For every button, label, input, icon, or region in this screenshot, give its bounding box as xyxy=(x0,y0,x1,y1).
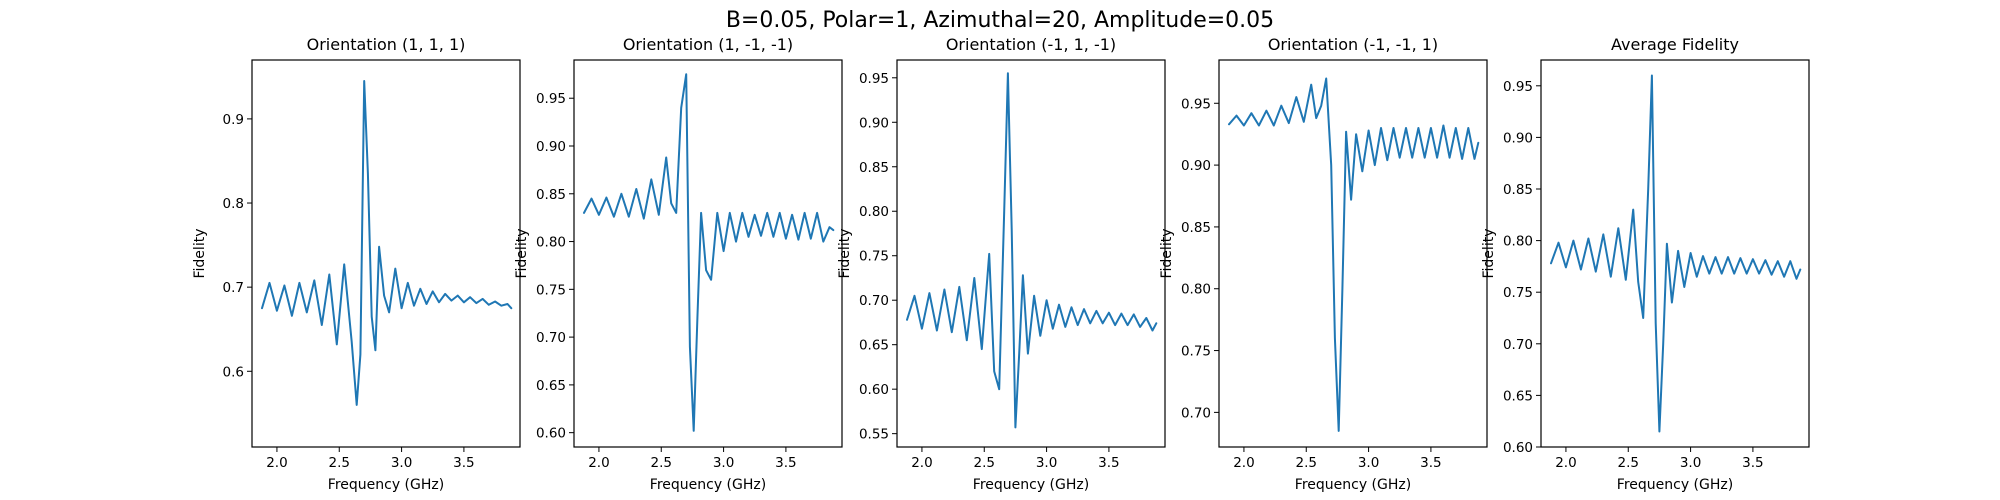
y-tick-label: 0.85 xyxy=(1503,182,1533,198)
fidelity-series-line xyxy=(261,80,513,406)
y-tick-label: 0.55 xyxy=(859,427,889,443)
y-tick-label: 0.95 xyxy=(536,91,566,107)
x-tick-label: 3.0 xyxy=(1680,455,1701,471)
subplot-title: Orientation (1, -1, -1) xyxy=(623,35,793,54)
y-tick-label: 0.90 xyxy=(1503,130,1533,146)
x-tick-label: 2.0 xyxy=(1555,455,1576,471)
y-tick-label: 0.75 xyxy=(1503,285,1533,301)
y-tick-label: 0.95 xyxy=(1503,79,1533,95)
x-axis-label: Frequency (GHz) xyxy=(1295,477,1411,493)
x-tick-label: 2.5 xyxy=(1618,455,1639,471)
y-tick-label: 0.90 xyxy=(1181,158,1211,174)
plot-area-frame xyxy=(896,59,1166,448)
x-tick-label: 2.5 xyxy=(651,455,672,471)
y-tick-label: 0.80 xyxy=(536,235,566,251)
y-tick-label: 0.65 xyxy=(1503,388,1533,404)
plot-area-frame xyxy=(573,59,843,448)
y-tick-label: 0.80 xyxy=(1503,234,1533,250)
y-tick-label: 0.70 xyxy=(536,330,566,346)
y-tick-label: 0.75 xyxy=(1181,344,1211,360)
x-axis-label: Frequency (GHz) xyxy=(973,477,1089,493)
y-tick-label: 0.65 xyxy=(859,338,889,354)
y-tick-label: 0.95 xyxy=(859,71,889,87)
plot-area-frame xyxy=(1540,59,1810,448)
y-tick-label: 0.60 xyxy=(536,426,566,442)
subplot-2: Orientation (1, -1, -1) Frequency (GHz) Fi… xyxy=(514,35,843,493)
y-tick-label: 0.65 xyxy=(536,378,566,394)
subplot-title: Orientation (-1, -1, 1) xyxy=(1268,35,1438,54)
y-tick-label: 0.8 xyxy=(223,196,244,212)
x-tick-label: 3.5 xyxy=(453,455,474,471)
y-tick-label: 0.95 xyxy=(1181,96,1211,112)
y-axis-label: Fidelity xyxy=(192,229,208,279)
y-tick-label: 0.60 xyxy=(859,382,889,398)
x-tick-label: 3.0 xyxy=(391,455,412,471)
subplot-1: Orientation (1, 1, 1) Frequency (GHz) Fide… xyxy=(192,35,521,493)
y-tick-label: 0.75 xyxy=(536,282,566,298)
x-tick-label: 2.0 xyxy=(1233,455,1254,471)
x-tick-label: 3.5 xyxy=(1098,455,1119,471)
x-tick-label: 2.5 xyxy=(1296,455,1317,471)
fidelity-series-line xyxy=(906,72,1158,429)
x-tick-label: 3.5 xyxy=(775,455,796,471)
x-axis-label: Frequency (GHz) xyxy=(1617,477,1733,493)
x-tick-label: 3.0 xyxy=(713,455,734,471)
x-tick-label: 3.0 xyxy=(1358,455,1379,471)
y-tick-label: 0.70 xyxy=(1503,337,1533,353)
y-tick-label: 0.80 xyxy=(859,204,889,220)
subplot-3: Orientation (-1, 1, -1) Frequency (GHz) Fi… xyxy=(837,35,1166,493)
subplot-grid: Orientation (1, 1, 1) Frequency (GHz) Fide… xyxy=(192,35,1810,493)
x-axis-label: Frequency (GHz) xyxy=(650,477,766,493)
plot-area-frame xyxy=(251,59,521,448)
y-axis-label: Fidelity xyxy=(1481,229,1497,279)
x-axis-label: Frequency (GHz) xyxy=(328,477,444,493)
y-axis-label: Fidelity xyxy=(514,229,530,279)
x-tick-label: 2.0 xyxy=(911,455,932,471)
y-tick-label: 0.90 xyxy=(536,139,566,155)
subplot-title: Average Fidelity xyxy=(1611,35,1739,54)
y-tick-label: 0.85 xyxy=(859,160,889,176)
x-tick-label: 2.0 xyxy=(266,455,287,471)
x-tick-label: 3.5 xyxy=(1742,455,1763,471)
y-tick-label: 0.85 xyxy=(536,187,566,203)
subplot-4: Orientation (-1, -1, 1) Frequency (GHz) Fi… xyxy=(1159,35,1488,493)
y-tick-label: 0.85 xyxy=(1181,220,1211,236)
x-tick-label: 3.0 xyxy=(1036,455,1057,471)
figure-suptitle: B=0.05, Polar=1, Azimuthal=20, Amplitude… xyxy=(726,8,1274,33)
y-tick-label: 0.7 xyxy=(223,280,244,296)
y-tick-label: 0.9 xyxy=(223,112,244,128)
y-tick-label: 0.90 xyxy=(859,115,889,131)
subplot-title: Orientation (1, 1, 1) xyxy=(307,35,466,54)
fidelity-series-line xyxy=(1550,74,1802,433)
y-axis-label: Fidelity xyxy=(837,229,853,279)
x-tick-label: 2.5 xyxy=(974,455,995,471)
x-tick-label: 3.5 xyxy=(1420,455,1441,471)
plot-area-frame xyxy=(1218,59,1488,448)
subplot-title: Orientation (-1, 1, -1) xyxy=(946,35,1116,54)
x-tick-label: 2.5 xyxy=(329,455,350,471)
y-axis-label: Fidelity xyxy=(1159,229,1175,279)
subplot-5: Average Fidelity Frequency (GHz) Fidelity 2… xyxy=(1481,35,1810,493)
y-tick-label: 0.75 xyxy=(859,249,889,265)
y-tick-label: 0.80 xyxy=(1181,282,1211,298)
x-tick-label: 2.0 xyxy=(588,455,609,471)
y-tick-label: 0.70 xyxy=(1181,405,1211,421)
y-tick-label: 0.70 xyxy=(859,293,889,309)
y-tick-label: 0.60 xyxy=(1503,440,1533,456)
y-tick-label: 0.6 xyxy=(223,364,244,380)
fidelity-series-line xyxy=(1228,77,1480,432)
fidelity-series-line xyxy=(583,73,835,432)
